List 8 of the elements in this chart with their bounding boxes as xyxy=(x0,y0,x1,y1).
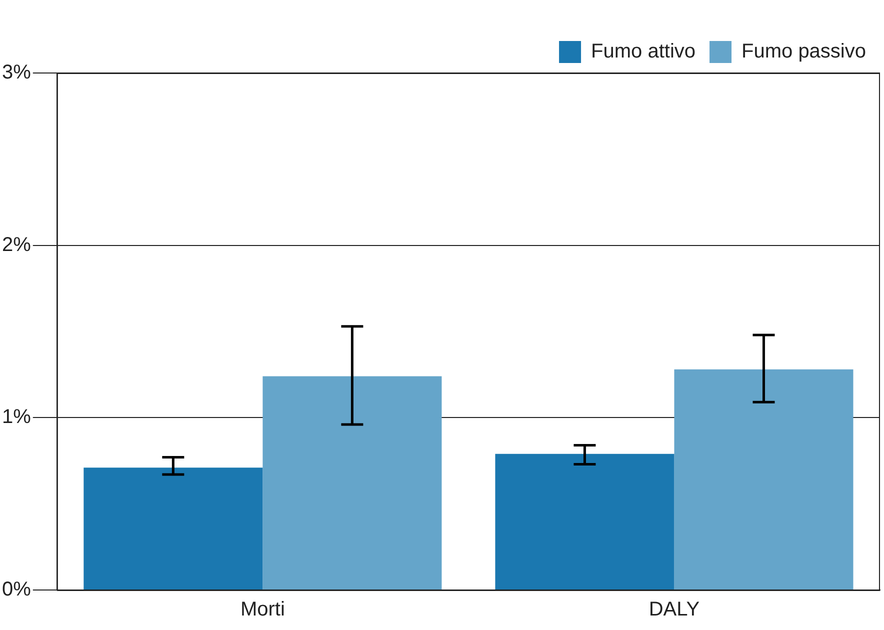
legend-label: Fumo passivo xyxy=(742,40,866,63)
x-tick-label: DALY xyxy=(648,598,700,621)
y-tick-label: 1% xyxy=(2,406,32,428)
y-tick-label: 2% xyxy=(2,234,32,256)
y-tick-label: 3% xyxy=(2,62,32,84)
y-tick-label: 0% xyxy=(2,578,32,601)
x-tick-label: Morti xyxy=(240,598,285,621)
legend-label: Fumo attivo xyxy=(591,40,696,63)
